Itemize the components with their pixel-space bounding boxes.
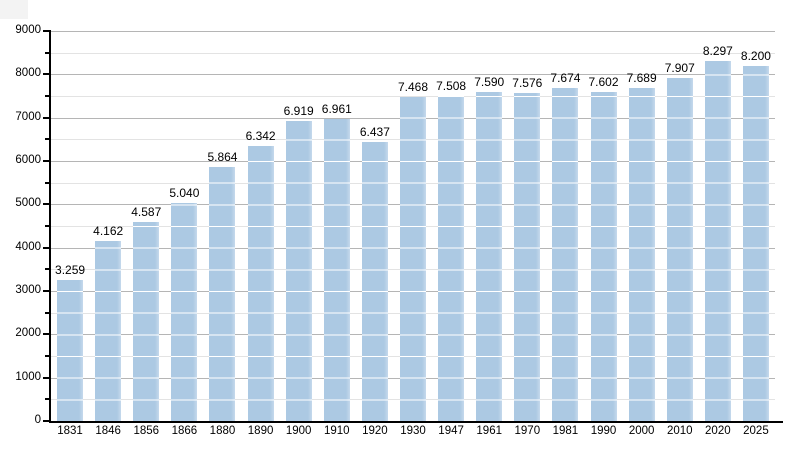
bar-1880 xyxy=(209,166,236,421)
x-tick-label-1890: 1890 xyxy=(247,425,274,437)
y-tick-label: 1000 xyxy=(15,370,41,383)
minor-tick xyxy=(45,311,49,314)
x-tick-label-1900: 1900 xyxy=(285,425,312,437)
bar-1920 xyxy=(361,142,388,421)
y-tick-label: 4000 xyxy=(15,240,41,253)
bar-value-label: 7.602 xyxy=(588,74,619,89)
bar-value-label: 5.040 xyxy=(169,185,200,200)
bar-value-label: 7.468 xyxy=(397,80,429,95)
x-axis-line xyxy=(49,421,783,423)
minor-tick xyxy=(45,181,49,184)
major-tick xyxy=(43,203,49,206)
minor-tick xyxy=(45,355,49,357)
major-tick xyxy=(43,30,49,32)
bar-value-label: 7.689 xyxy=(626,70,657,85)
corner-artifact xyxy=(0,0,28,19)
x-tick-label-2020: 2020 xyxy=(705,425,731,437)
y-axis-line xyxy=(49,30,51,421)
x-tick-label-1866: 1866 xyxy=(171,425,198,437)
major-tick xyxy=(43,116,49,119)
x-tick-label-1831: 1831 xyxy=(57,425,83,437)
bar-2020 xyxy=(704,61,731,421)
x-tick-label-1970: 1970 xyxy=(514,425,541,437)
minor-gridline xyxy=(51,96,775,97)
x-tick-label-1990: 1990 xyxy=(590,425,617,437)
bar-1846 xyxy=(95,240,122,421)
bar-2025 xyxy=(742,65,769,421)
major-gridline xyxy=(51,31,775,32)
y-tick-label: 0 xyxy=(34,414,41,426)
bar-value-label: 7.576 xyxy=(512,75,543,90)
bar-1900 xyxy=(285,121,312,421)
major-tick xyxy=(43,376,49,379)
bar-value-label: 4.587 xyxy=(131,205,162,220)
minor-tick xyxy=(45,95,49,97)
y-tick-label: 6000 xyxy=(15,154,41,166)
bar-value-label: 7.674 xyxy=(550,71,581,86)
bar-1930 xyxy=(400,97,426,421)
major-tick xyxy=(43,160,49,162)
bar-value-label: 5.864 xyxy=(207,149,238,164)
major-tick xyxy=(43,246,49,249)
bar-value-label: 6.919 xyxy=(283,104,314,119)
bar-1990 xyxy=(590,91,617,421)
major-tick xyxy=(43,420,49,422)
x-tick-label-1910: 1910 xyxy=(323,425,350,437)
x-tick-label-1920: 1920 xyxy=(362,425,388,437)
bar-value-label: 4.162 xyxy=(93,223,124,238)
major-tick xyxy=(43,333,49,336)
minor-tick xyxy=(45,398,49,401)
x-tick-label-1930: 1930 xyxy=(400,425,426,437)
bar-1910 xyxy=(323,119,350,421)
minor-tick xyxy=(45,225,49,227)
bar-value-label: 3.259 xyxy=(55,262,86,277)
minor-tick xyxy=(45,138,49,141)
bar-value-label: 7.508 xyxy=(436,78,467,93)
minor-tick xyxy=(45,51,49,54)
x-tick-label-1947: 1947 xyxy=(438,425,464,437)
bar-value-label: 7.590 xyxy=(474,75,505,90)
y-tick-label: 3000 xyxy=(15,284,41,296)
plot-area: 3.259 4.162 4.587 5.040 5.864 6.342 6.919 6.961… xyxy=(49,30,783,423)
bar-value-label: 8.200 xyxy=(740,48,771,63)
minor-gridline xyxy=(51,52,775,54)
y-tick-label: 5000 xyxy=(15,197,41,210)
bar-1947 xyxy=(438,95,465,421)
minor-tick xyxy=(45,268,49,271)
x-tick-label-1961: 1961 xyxy=(476,425,502,437)
major-gridline xyxy=(51,74,775,76)
bar-1866 xyxy=(171,202,198,421)
bar-value-label: 8.297 xyxy=(702,44,733,59)
x-tick-label-2010: 2010 xyxy=(666,425,693,437)
x-tick-label-1856: 1856 xyxy=(133,425,160,437)
x-tick-label-1880: 1880 xyxy=(209,425,236,437)
y-tick-label: 2000 xyxy=(15,327,41,340)
bar-2010 xyxy=(666,78,693,421)
bar-1970 xyxy=(514,92,541,421)
x-tick-label-1846: 1846 xyxy=(95,425,121,437)
y-tick-label: 9000 xyxy=(15,24,41,36)
bar-1961 xyxy=(476,92,503,421)
bar-1890 xyxy=(247,146,274,421)
major-tick xyxy=(43,290,49,292)
bar-value-label: 6.437 xyxy=(359,125,390,140)
bar-1981 xyxy=(552,88,579,421)
bar-2000 xyxy=(628,87,655,421)
bar-1856 xyxy=(133,222,160,421)
bar-1831 xyxy=(57,279,84,421)
y-tick-label: 8000 xyxy=(15,67,41,80)
bar-value-label: 6.961 xyxy=(321,102,352,117)
x-tick-label-1981: 1981 xyxy=(552,425,579,437)
bar-value-label: 7.907 xyxy=(664,61,695,76)
major-tick xyxy=(43,73,49,76)
bar-value-label: 6.342 xyxy=(245,129,276,144)
y-tick-label: 7000 xyxy=(15,110,41,123)
x-tick-label-2000: 2000 xyxy=(628,425,655,437)
x-tick-label-2025: 2025 xyxy=(743,425,769,437)
